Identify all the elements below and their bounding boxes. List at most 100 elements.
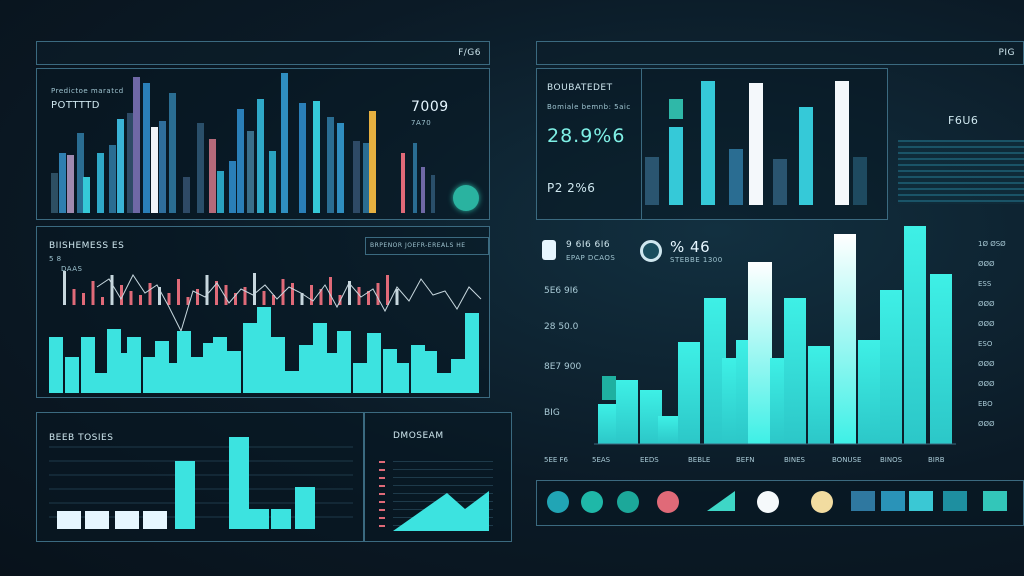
panel-d-area (393, 491, 489, 531)
panel-b-red-bar (234, 293, 237, 305)
main-right-tick: ØØØ (978, 360, 995, 368)
panel-b-cyan-bar (227, 351, 241, 393)
panel-e-bar-top (669, 99, 683, 119)
panel-e-bar (835, 81, 849, 205)
panel-line-and-bars: BIISHEMESS ES 5 8 DAAS BRPENOR JOEFR-ERE… (36, 226, 490, 398)
panel-e-big-value: 28.9%6 (547, 125, 626, 147)
panel-d-gridline (393, 477, 493, 478)
panel-a-bar (143, 83, 150, 213)
palette-square[interactable] (909, 491, 933, 511)
panel-b-red-bar (129, 291, 133, 305)
panel-e-bar (773, 159, 787, 205)
panel-b-cyan-bar (213, 337, 227, 393)
panel-a-bar (127, 113, 134, 213)
panel-a-bar (217, 171, 224, 213)
panel-b-red-bar (110, 275, 114, 305)
panel-a-bar (59, 153, 66, 213)
palette-triangle[interactable] (707, 491, 735, 511)
panel-c-bar-cyan (229, 437, 249, 529)
main-stat1-value: 9 6I6 6I6 (566, 240, 611, 250)
panel-b-red-bar (291, 283, 294, 305)
panel-a-stat-value: 7009 (411, 99, 449, 115)
panel-c-bar-cyan (175, 461, 195, 529)
panel-b-cyan-bar (411, 345, 425, 393)
panel-b-cyan-bar (383, 349, 397, 393)
panel-b-line (96, 274, 482, 333)
panel-e-chart-frame (641, 69, 889, 219)
panel-a-bar (51, 173, 58, 213)
panel-d-gridline (393, 469, 493, 470)
panel-b-red-bar (329, 277, 332, 305)
panel-d-gridline (393, 461, 493, 462)
main-bar (858, 340, 880, 444)
panel-a-bar (209, 139, 216, 213)
palette-circle[interactable] (811, 491, 833, 513)
main-svg (594, 226, 956, 445)
panel-b-red-bar (272, 295, 275, 305)
panel-a-bar (369, 111, 376, 213)
main-bar (930, 274, 952, 444)
panel-a-status-circle[interactable] (453, 185, 479, 211)
panel-a-bar (363, 143, 370, 213)
main-right-tick: EBO (978, 400, 993, 408)
palette-circle[interactable] (617, 491, 639, 513)
panel-b-red-bar (82, 293, 85, 305)
panel-a-bar (327, 117, 334, 213)
panel-b-red-bar (253, 273, 256, 305)
panel-c-bar-cyan (249, 509, 269, 529)
right-header-bar: PIG (536, 41, 1024, 65)
panel-stat-bars: BOUBATEDET Bomiale bemnb: 5aic 28.9%6 P2… (536, 68, 888, 220)
palette-square[interactable] (983, 491, 1007, 511)
panel-d-tick (379, 485, 385, 487)
panel-b-cyan-bar (243, 323, 257, 393)
panel-a-bar (77, 133, 84, 213)
panel-a-bar (353, 141, 360, 213)
panel-b-red-bar (319, 289, 323, 305)
palette-square[interactable] (943, 491, 967, 511)
panel-b-red-bar (300, 293, 304, 305)
palette-circle[interactable] (657, 491, 679, 513)
panel-b-cyan-bar (93, 373, 107, 393)
panel-b-cyan-bar (191, 357, 205, 393)
main-x-tick: BEFN (736, 456, 755, 464)
panel-b-red-bar (148, 283, 152, 305)
panel-c-title: BEEB TOSIES (49, 433, 114, 443)
panel-b-red-bar (357, 287, 361, 305)
panel-a-bar (83, 177, 90, 213)
main-bars (598, 226, 952, 444)
main-x-tick: 5EAS (592, 456, 611, 464)
panel-area-chart: DMOSEAM (364, 412, 512, 542)
panel-bottom-bars: BEEB TOSIES (36, 412, 364, 542)
main-y-tick: 8E7 900 (544, 362, 582, 372)
panel-e-svg (645, 81, 867, 205)
panel-b-red-bar (177, 279, 180, 305)
panel-b-cyan-bar (313, 323, 327, 393)
main-bar (678, 342, 700, 444)
panel-a-bar (281, 73, 288, 213)
palette-circle[interactable] (581, 491, 603, 513)
panel-a-bar (151, 127, 158, 213)
palette-circle[interactable] (757, 491, 779, 513)
panel-c-bar-cyan (295, 487, 315, 529)
panel-b-red-bars (63, 271, 399, 305)
main-y-tick: 28 50.0 (544, 322, 579, 332)
panel-c-svg (49, 437, 353, 529)
palette-square[interactable] (851, 491, 875, 511)
panel-b-legend-box: BRPENOR JOEFR-EREALS HE (365, 237, 489, 255)
palette-square[interactable] (881, 491, 905, 511)
palette-circle[interactable] (547, 491, 569, 513)
panel-b-red-bar (139, 295, 142, 305)
main-x-tick: BONUSE (832, 456, 862, 464)
main-bar-accent (602, 376, 616, 400)
panel-a-bar (237, 109, 244, 213)
main-right-tick: ESO (978, 340, 993, 348)
panel-a-bar (97, 153, 104, 213)
panel-a-bar (421, 167, 425, 213)
panel-a-bar (401, 153, 405, 213)
panel-a-bar (299, 103, 306, 213)
panel-d-gridline (393, 485, 493, 486)
panel-f-label: F6U6 (948, 114, 979, 127)
panel-e-bar (853, 157, 867, 205)
main-bar (704, 298, 726, 444)
panel-b-red-bar (243, 287, 247, 305)
